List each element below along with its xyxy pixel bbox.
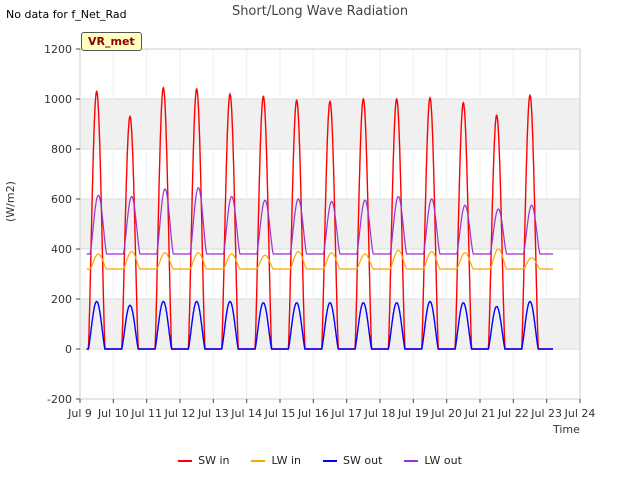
plot-frame xyxy=(79,48,581,400)
legend-label: LW out xyxy=(424,454,462,467)
series-line-1 xyxy=(86,248,553,270)
y-tick-label: 1000 xyxy=(44,93,72,106)
x-tick-label: Jul 23 xyxy=(530,407,562,420)
legend-swatch xyxy=(404,459,419,462)
legend-label: SW out xyxy=(343,454,383,467)
x-tick-label: Jul 17 xyxy=(330,407,362,420)
legend-item: SW in xyxy=(178,454,229,467)
x-tick-label: Jul 13 xyxy=(197,407,229,420)
legend-item: LW in xyxy=(251,454,301,467)
legend-swatch xyxy=(251,459,266,462)
legend: SW in LW in SW out LW out xyxy=(0,454,640,467)
x-tick-label: Jul 12 xyxy=(164,407,196,420)
series-line-3 xyxy=(86,187,553,255)
x-tick-label: Jul 11 xyxy=(130,407,162,420)
x-tick-label: Jul 20 xyxy=(430,407,462,420)
y-tick-label: 400 xyxy=(51,243,72,256)
legend-label: LW in xyxy=(271,454,302,467)
series-line-2 xyxy=(86,300,553,350)
legend-item: SW out xyxy=(323,454,382,467)
y-tick-label: 200 xyxy=(51,293,72,306)
legend-label: SW in xyxy=(198,454,230,467)
x-tick-label: Jul 14 xyxy=(230,407,262,420)
y-tick-label: 600 xyxy=(51,193,72,206)
x-tick-label: Jul 19 xyxy=(397,407,429,420)
x-tick-label: Jul 21 xyxy=(464,407,496,420)
series-lines xyxy=(86,86,553,350)
chart-title: Short/Long Wave Radiation xyxy=(231,4,409,19)
y-tick-label: 1200 xyxy=(44,43,72,56)
y-tick-label: 0 xyxy=(65,343,72,356)
x-tick-label: Jul 9 xyxy=(67,407,92,420)
legend-swatch xyxy=(178,459,193,462)
no-data-note: No data for f_Net_Rad xyxy=(6,8,127,21)
x-axis-label: Time xyxy=(553,423,580,436)
grid-band xyxy=(80,99,580,149)
x-tick-label: Jul 15 xyxy=(264,407,296,420)
y-axis-label: (W/m2) xyxy=(4,181,17,222)
grid-band xyxy=(80,299,580,349)
y-tick-label: -200 xyxy=(47,393,72,406)
x-tick-label: Jul 18 xyxy=(364,407,396,420)
x-tick-label: Jul 22 xyxy=(497,407,529,420)
background-bands xyxy=(80,99,580,349)
y-tick-label: 800 xyxy=(51,143,72,156)
site-badge: VR_met xyxy=(81,32,142,51)
x-tick-label: Jul 24 xyxy=(564,407,596,420)
legend-item: LW out xyxy=(404,454,462,467)
legend-swatch xyxy=(323,459,338,462)
x-tick-label: Jul 16 xyxy=(297,407,329,420)
x-tick-label: Jul 10 xyxy=(97,407,129,420)
